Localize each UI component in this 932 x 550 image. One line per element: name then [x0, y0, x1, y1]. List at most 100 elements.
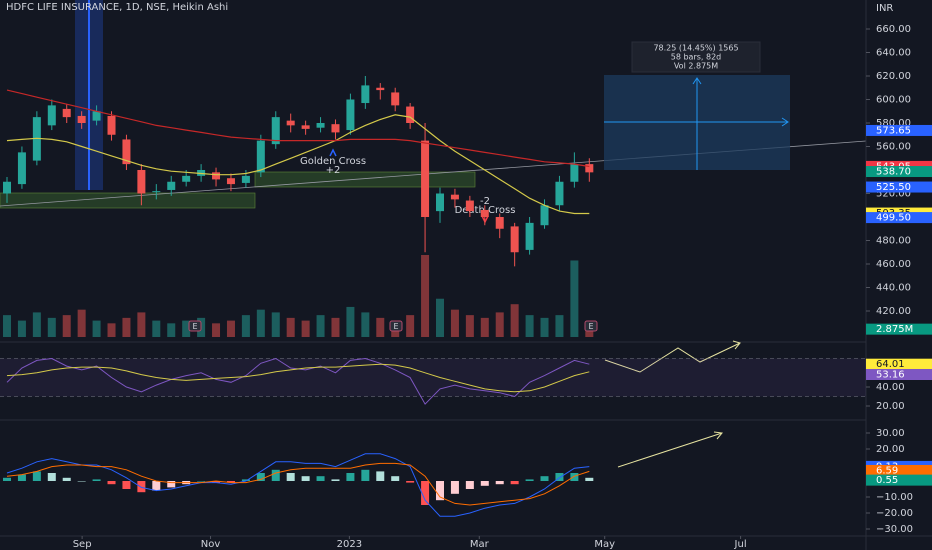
projection-arrow-head — [732, 340, 741, 350]
volume-bar — [62, 315, 71, 337]
macd-histogram-bar — [107, 481, 116, 485]
candle-body — [436, 193, 444, 212]
volume-bar — [122, 317, 131, 337]
y-tick-label: −20.00 — [876, 508, 913, 519]
volume-bar — [480, 317, 489, 337]
y-tick-label: 30.00 — [876, 428, 905, 439]
macd-histogram-bar — [271, 469, 280, 481]
macd-histogram-bar — [301, 476, 310, 481]
price-tag-label: 525.50 — [876, 182, 911, 193]
macd-histogram-bar — [570, 473, 579, 481]
candle-body — [122, 139, 131, 165]
x-tick-label: Nov — [201, 539, 221, 550]
y-tick-label: 640.00 — [876, 48, 911, 59]
macd-histogram-bar — [241, 479, 250, 481]
volume-bar — [47, 317, 56, 337]
rsi-band — [0, 358, 866, 397]
volume-tag-box — [866, 323, 932, 335]
y-tick-label: 600.00 — [876, 95, 911, 106]
price-tag-box — [866, 474, 932, 486]
measure-text: 58 bars, 82d — [671, 53, 722, 62]
macd-histogram-bar — [421, 481, 430, 505]
y-tick-label: 20.00 — [876, 444, 905, 455]
macd-histogram-bar — [316, 476, 325, 481]
candle-body — [376, 87, 385, 91]
candle-body — [555, 181, 564, 206]
y-tick-label: 440.00 — [876, 283, 911, 294]
candle-body — [152, 191, 161, 193]
candle-body — [286, 120, 295, 126]
x-tick-label: Sep — [73, 539, 92, 550]
earnings-marker — [584, 320, 598, 332]
support-zone — [0, 192, 256, 209]
y-tick-label: 420.00 — [876, 306, 911, 317]
volume-tag-label: 2.875M — [876, 324, 913, 335]
price-tag-box — [866, 124, 932, 136]
candle-body — [391, 92, 400, 106]
x-tick-label: 2023 — [337, 539, 362, 550]
volume-bar — [465, 315, 474, 337]
macd-histogram-bar — [480, 481, 489, 486]
macd-histogram-bar — [62, 477, 71, 481]
y-tick-label: 480.00 — [876, 236, 911, 247]
price-tag: 573.65 — [866, 124, 932, 136]
macd-histogram-bar — [585, 477, 594, 481]
candle-body — [77, 115, 86, 123]
candle-body — [62, 108, 71, 118]
macd-histogram-bar — [495, 481, 504, 485]
price-tag: 525.50 — [866, 181, 932, 193]
price-tag: 0.55 — [866, 474, 932, 486]
ma-slow-line — [6, 89, 590, 168]
candle-body — [137, 170, 146, 194]
x-tick-label: Jul — [734, 539, 747, 550]
price-tag-label: 53.16 — [876, 369, 905, 380]
macd-histogram-bar — [406, 481, 415, 483]
candle-body — [450, 194, 459, 200]
candle-body — [226, 178, 235, 185]
candle-body — [212, 172, 221, 180]
candle-body — [182, 175, 191, 182]
macd-histogram-bar — [197, 481, 206, 482]
currency-label: INR — [876, 3, 893, 14]
volume-bar — [450, 309, 459, 337]
earnings-marker — [389, 320, 403, 332]
price-tag-box — [866, 166, 932, 178]
candle-body — [92, 111, 101, 121]
price-tag: 64.01 — [866, 358, 932, 370]
macd-histogram-bar — [361, 469, 370, 481]
annotation: Golden Cross — [300, 156, 366, 167]
rsi-ma-line — [6, 363, 590, 393]
volume-bar — [107, 323, 116, 337]
earnings-marker — [188, 320, 202, 332]
macd-histogram-bar — [47, 473, 56, 481]
price-tag-label: 6.59 — [876, 465, 898, 476]
volume-bar — [271, 312, 280, 337]
candle-body — [256, 140, 265, 173]
earnings-label: E — [192, 322, 197, 331]
price-tag-box — [866, 464, 932, 476]
measure-label-box — [631, 41, 761, 73]
annotation: +2 — [326, 165, 341, 176]
macd-histogram-bar — [122, 481, 131, 489]
measure-text: Vol 2.875M — [674, 62, 718, 71]
candle-body — [271, 117, 280, 145]
volume-bar — [510, 304, 519, 337]
macd-histogram-bar — [510, 481, 519, 485]
candle-body — [540, 205, 549, 226]
ma-fast-line — [6, 114, 590, 215]
volume-bar — [421, 255, 430, 337]
volume-bar — [3, 315, 11, 337]
macd-histogram-bar — [32, 471, 41, 481]
macd-histogram-bar — [465, 481, 474, 489]
volume-bar — [137, 312, 146, 337]
measure-text: 78.25 (14.45%) 1565 — [653, 44, 738, 53]
y-tick-label: 460.00 — [876, 259, 911, 270]
price-tag-box — [866, 212, 932, 224]
y-tick-label: 520.00 — [876, 189, 911, 200]
macd-histogram-bar — [540, 476, 549, 481]
macd-histogram-bar — [450, 481, 459, 494]
earnings-label: E — [588, 322, 593, 331]
price-tag: 538.70 — [866, 166, 932, 178]
volume-bar — [256, 309, 265, 337]
candle-body — [495, 217, 504, 229]
